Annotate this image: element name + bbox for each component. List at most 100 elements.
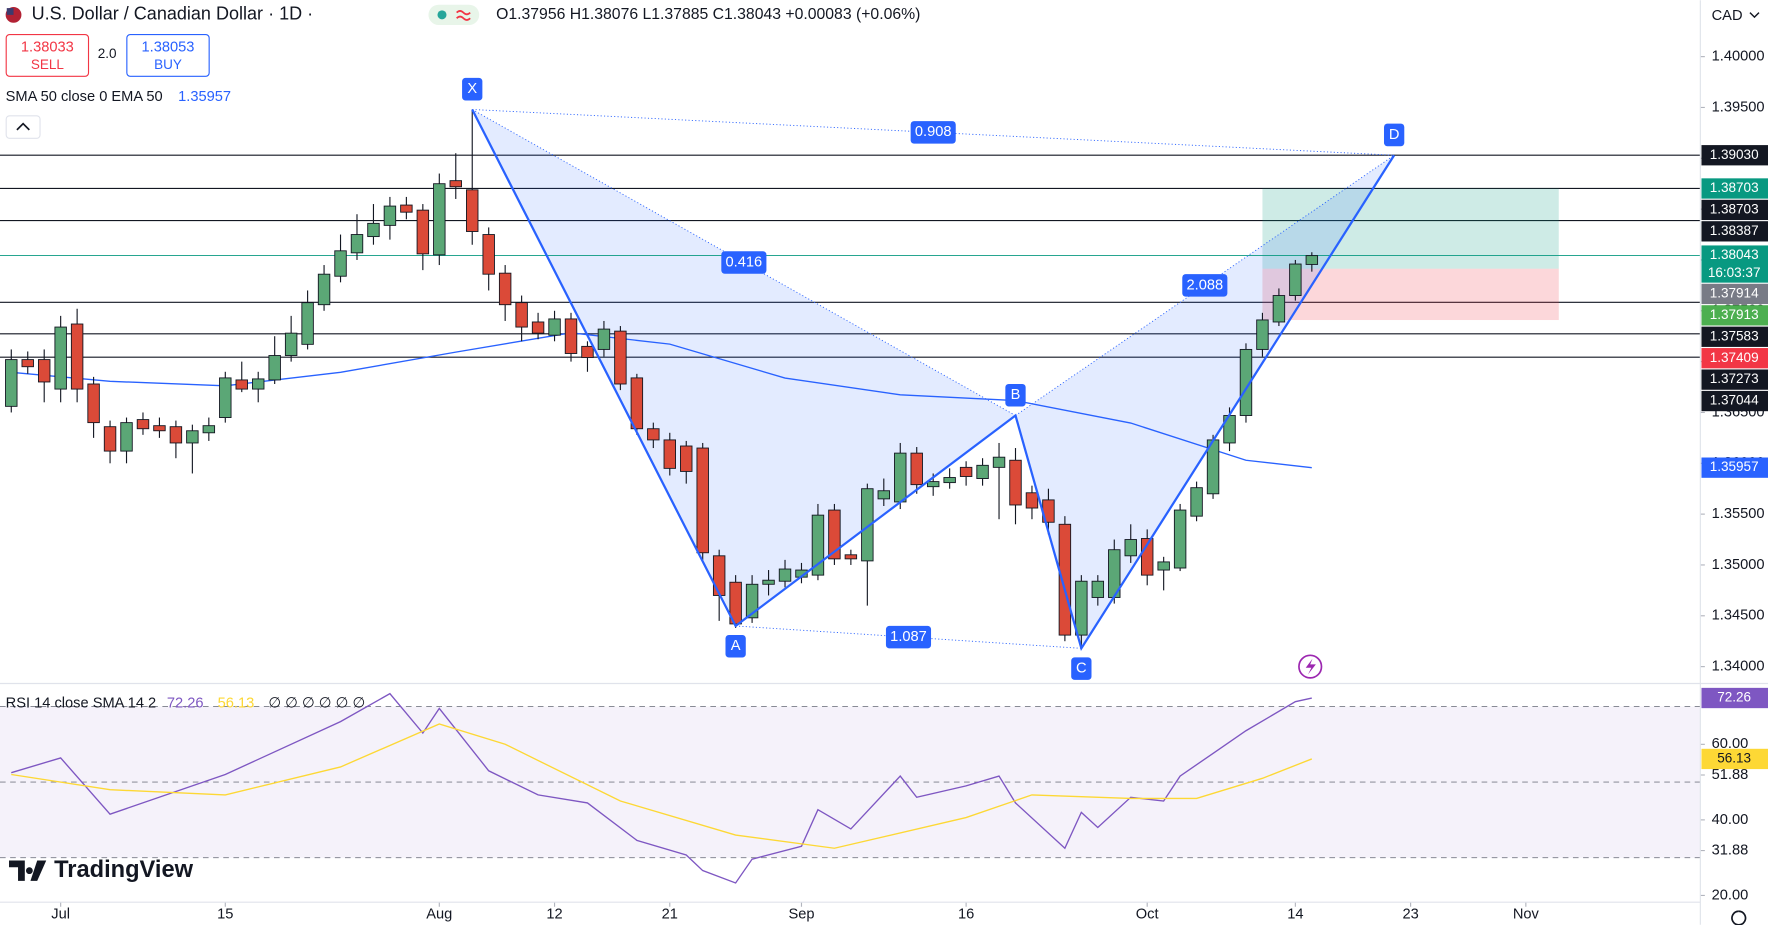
rsi-line [11,723,1313,849]
candle-body [630,377,644,430]
y-tick-label: 1.39500 [1712,99,1765,115]
price-badge-text: 1.37044 [1710,393,1759,408]
rsi-legend: RSI 14 close SMA 14 2 [6,696,157,712]
status-dot [437,10,447,20]
candle-body [21,359,34,368]
position-stop-zone [1262,268,1559,321]
candle-body [103,426,117,452]
candle-body [466,189,479,232]
point-box [462,77,483,101]
candle-body [1272,295,1286,323]
buy-price: 1.38053 [142,39,195,55]
candle-body [235,379,248,390]
status-pill[interactable] [428,4,480,26]
price-badge [1701,221,1768,242]
candle-body [400,204,413,213]
candle-body [1124,539,1137,557]
price-badge [1701,348,1768,369]
buy-label: BUY [154,57,182,72]
candle-body [515,302,528,328]
alert-icon[interactable] [1298,654,1323,679]
rsi-band-fill [0,706,1701,858]
point-box [1005,383,1026,407]
sell-label: SELL [31,57,65,72]
candle-body [136,419,150,430]
candle-body [1091,580,1105,598]
y-tick-label: 1.34500 [1712,608,1765,624]
price-badge-text: 1.39030 [1710,147,1759,162]
price-badge-text: 1.37273 [1710,371,1759,386]
candle-body [1190,487,1203,517]
candle-body [861,488,874,562]
y-tick-label: 1.35500 [1712,506,1765,522]
y-tick-label: 1.35000 [1712,557,1765,573]
candle-body [317,273,331,306]
candle-body [169,426,183,444]
buy-button[interactable] [126,34,210,77]
point-label: B [1011,387,1021,403]
price-badge [1701,199,1768,221]
currency[interactable]: CAD [1712,8,1743,24]
candle-body [976,464,989,479]
collapse-button[interactable] [5,115,41,139]
price-badge-text: 1.37913 [1710,307,1759,322]
candle-body [284,332,298,356]
point-label: A [731,638,741,654]
point-box [1071,657,1092,680]
price-badge-text: 1.37583 [1710,328,1759,343]
sell-button[interactable] [5,34,90,77]
x-tick-label: Aug [426,907,452,923]
candle-body [202,425,216,434]
ema-legend-value: 1.35957 [178,89,231,105]
x-tick-label: Jul [51,907,70,923]
candle-body [581,345,594,359]
candle-body [1140,538,1154,576]
flag-canton [6,8,14,15]
rsi-badge [1701,748,1768,770]
candle-body [1289,263,1302,296]
candle-body [696,447,709,554]
candle-body [1305,255,1319,265]
y-tick-label: 51.88 [1712,767,1749,783]
ratio-box [885,625,932,649]
x-tick-label: Oct [1136,907,1159,923]
candle-body [1173,509,1187,569]
y-tick-label: 31.88 [1712,842,1749,858]
symbol-title[interactable]: U.S. Dollar / Canadian Dollar · 1D · [32,4,314,24]
candle-body [252,378,265,390]
candle-body [597,328,611,350]
y-tick-label: 1.40000 [1712,49,1765,65]
candle-body [433,183,446,256]
candle-body [877,490,891,500]
sell-price: 1.38033 [21,39,74,55]
price-badge-text: 1.38703 [1710,180,1759,195]
ratio-link [1015,154,1395,416]
candle-body [531,321,545,334]
candle-body [334,250,347,277]
candle-body [1157,561,1170,571]
candle-body [268,355,281,381]
ratio-label: 0.908 [915,124,952,140]
ratio-box [910,121,956,144]
price-badge [1701,326,1768,347]
point-box [725,634,746,658]
ema-legend: SMA 50 close 0 EMA 50 [6,89,163,105]
currency-chevron [1749,12,1760,19]
x-tick-label: 12 [546,907,562,923]
price-badge [1701,369,1768,390]
candle-body [449,180,462,188]
candle-body [910,452,923,486]
ratio-label: 2.088 [1187,277,1224,293]
price-badge [1701,178,1768,199]
ema-badge-text: 1.35957 [1710,459,1759,474]
candle-body [712,555,726,596]
x-tick-label: 15 [217,907,233,923]
candle-body [54,326,67,390]
ema-badge [1701,457,1768,478]
candle-body [548,318,561,336]
candle-body [186,430,199,444]
price-badge [1701,390,1768,412]
y-tick-label: 40.00 [1712,812,1749,828]
candle-body [778,568,792,582]
